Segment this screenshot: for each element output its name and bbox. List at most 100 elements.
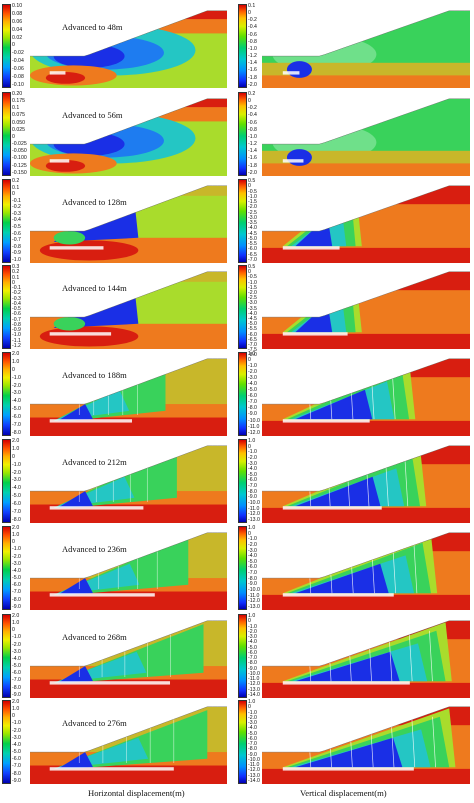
colorbar-tick-label: -3.0: [248, 634, 257, 640]
colorbar-tick-label: -0.150: [12, 169, 27, 176]
colorbar-tick-label: -8.0: [248, 746, 257, 753]
colorbar-tick-label: -13.0: [248, 772, 260, 779]
horizontal-displacement-contour: [30, 4, 227, 88]
colorbar-tick-label: -0.8: [12, 321, 21, 328]
colorbar-tick-label: 0: [248, 183, 251, 190]
colorbar-tick-label: -2.0: [12, 469, 21, 476]
colorbar-tick-label: -1.0: [248, 193, 257, 200]
colorbar-tick-label: -0.5: [12, 306, 21, 312]
colorbar-tick-label: -0.2: [248, 17, 257, 24]
colorbar-tick-label: -11.0: [248, 676, 260, 682]
colorbar-tick-labels: 1.0 0 -1.0 -2.0 -3.0 -4.0 -5.0 -6.0 -7.0 -8.0 -9.0…: [248, 699, 278, 784]
colorbar-tick-label: -6.0: [12, 670, 21, 677]
colorbar-tick-label: -0.8: [12, 243, 21, 250]
colorbar-tick-label: 0: [12, 42, 15, 49]
colorbar-tick-label: -9.0: [248, 581, 257, 588]
colorbar-tick-label: -2.5: [248, 209, 257, 216]
colorbar-tick-labels: 0.2 0.1 0 -0.1 -0.2 -0.3 -0.4 -0.5 -0.6 -0.7 -0.8-…: [12, 178, 42, 263]
colorbar-tick-label: -2.0: [248, 81, 257, 88]
colorbar-tick-label: -5.0: [248, 730, 257, 737]
colorbar-tick-label: -7.0: [248, 655, 257, 661]
colorbar-tick-label: -9.0: [248, 494, 257, 501]
colorbar-tick-label: 0: [12, 366, 15, 373]
vertical-displacement-contour: [262, 92, 470, 176]
colorbar-tick-label: -0.2: [12, 290, 21, 297]
colorbar-tick-label: -0.6: [248, 119, 257, 126]
colorbar-tick-label: 0: [12, 453, 15, 460]
colorbar-tick-label: 0.06: [12, 18, 23, 25]
colorbar-tick-label: 0.050: [12, 119, 25, 126]
colorbar-tick-label: 0: [12, 539, 15, 546]
colorbar-tick-label: -7.0: [12, 589, 21, 596]
colorbar-tick-label: -0.02: [12, 50, 24, 57]
colorbar-tick-label: -6.0: [12, 756, 21, 763]
colorbar-tick-label: -2.0: [12, 641, 21, 648]
colorbar-tick-label: -1.0: [248, 133, 257, 140]
colorbar-tick-label: 2.0: [12, 525, 20, 531]
vertical-colorbar: [238, 614, 247, 698]
colorbar-tick-label: -6.0: [248, 393, 257, 400]
colorbar-tick-label: -9.0: [248, 665, 257, 672]
horizontal-displacement-contour: [30, 439, 227, 523]
colorbar-tick-label: 0.02: [12, 34, 23, 41]
horizontal-displacement-caption: Horizontal displacement(m): [88, 788, 185, 798]
colorbar-tick-labels: 0.2 0 -0.2 -0.4 -0.6 -0.8 -1.0 -1.2 -1.4 -1.6 -1.8…: [248, 91, 278, 176]
colorbar-tick-label: 0.1: [12, 105, 20, 112]
colorbar-tick-labels: 0.3 0.2 0.1 0 -0.1 -0.2 -0.3 -0.4 -0.5 -0.6 -0.7 -0…: [12, 264, 42, 349]
colorbar-tick-label: -0.10: [12, 81, 24, 88]
colorbar-tick-label: 0: [12, 191, 15, 198]
colorbar-tick-label: -4.0: [248, 639, 257, 646]
colorbar-tick-label: -2.0: [12, 382, 21, 389]
colorbar-tick-label: 0: [248, 357, 251, 364]
colorbar-tick-label: -0.3: [12, 295, 21, 302]
colorbar-tick-label: -11.0: [248, 505, 260, 512]
colorbar-tick-label: -11.0: [248, 762, 260, 768]
horizontal-displacement-contour: [30, 179, 227, 263]
colorbar-tick-label: -5.5: [248, 326, 257, 333]
colorbar-tick-label: 2.0: [12, 351, 20, 357]
colorbar-tick-label: -4.0: [12, 398, 21, 405]
colorbar-tick-label: -2.0: [248, 204, 257, 211]
colorbar-tick-label: 0: [12, 627, 15, 634]
colorbar-tick-label: -8.0: [248, 575, 257, 582]
colorbar-tick-label: 0.3: [12, 264, 20, 270]
colorbar-tick-label: 2.0: [12, 613, 20, 619]
colorbar-tick-label: -3.0: [248, 300, 257, 307]
colorbar-tick-label: -0.4: [12, 217, 21, 224]
colorbar-tick-label: -1.0: [248, 709, 257, 716]
colorbar-tick-label: -2.0: [248, 628, 257, 635]
colorbar-tick-label: -1.0: [12, 332, 21, 339]
vertical-displacement-contour: [262, 614, 470, 698]
colorbar-tick-label: -8.0: [248, 660, 257, 667]
colorbar-tick-labels: 0.20 0.175 0.1 0.075 0.050 0.025 0 -0.025 -0.050…: [12, 91, 42, 176]
colorbar-tick-label: -0.5: [248, 188, 257, 195]
vertical-displacement-contour: [262, 700, 470, 784]
colorbar-tick-label: -6.0: [248, 246, 257, 253]
colorbar-tick-label: 1.0: [248, 525, 256, 531]
colorbar-tick-label: -6.0: [12, 582, 21, 589]
horizontal-colorbar: [2, 439, 11, 523]
colorbar-tick-label: -7.0: [12, 763, 21, 770]
colorbar-tick-label: -5.0: [12, 493, 21, 500]
colorbar-tick-label: 0.10: [12, 3, 23, 9]
colorbar-tick-label: -0.6: [12, 230, 21, 237]
colorbar-tick-label: -3.0: [12, 648, 21, 655]
colorbar-tick-label: -9.0: [248, 751, 257, 758]
stage-label: Advanced to 48m: [62, 22, 123, 32]
horizontal-displacement-contour: [30, 352, 227, 436]
colorbar-tick-label: -12.0: [248, 767, 260, 774]
colorbar-tick-label: -0.3: [12, 210, 21, 217]
colorbar-tick-label: -0.7: [12, 237, 21, 244]
vertical-displacement-contour: [262, 526, 470, 610]
colorbar-tick-label: 0.2: [12, 269, 20, 276]
colorbar-tick-labels: 2.0 1.0 0 -1.0 -2.0 -3.0 -4.0 -5.0 -6.0 -7.0 -8.0: [12, 438, 42, 523]
colorbar-tick-label: -6.0: [248, 649, 257, 656]
colorbar-tick-label: -3.0: [248, 720, 257, 726]
vertical-colorbar: [238, 265, 247, 349]
colorbar-tick-label: -2.0: [248, 290, 257, 297]
colorbar-tick-label: -8.0: [12, 429, 21, 436]
colorbar-tick-label: -6.5: [248, 336, 257, 343]
vertical-colorbar: [238, 439, 247, 523]
colorbar-tick-label: 0.1: [12, 184, 20, 191]
colorbar-tick-label: -2.0: [248, 454, 257, 461]
